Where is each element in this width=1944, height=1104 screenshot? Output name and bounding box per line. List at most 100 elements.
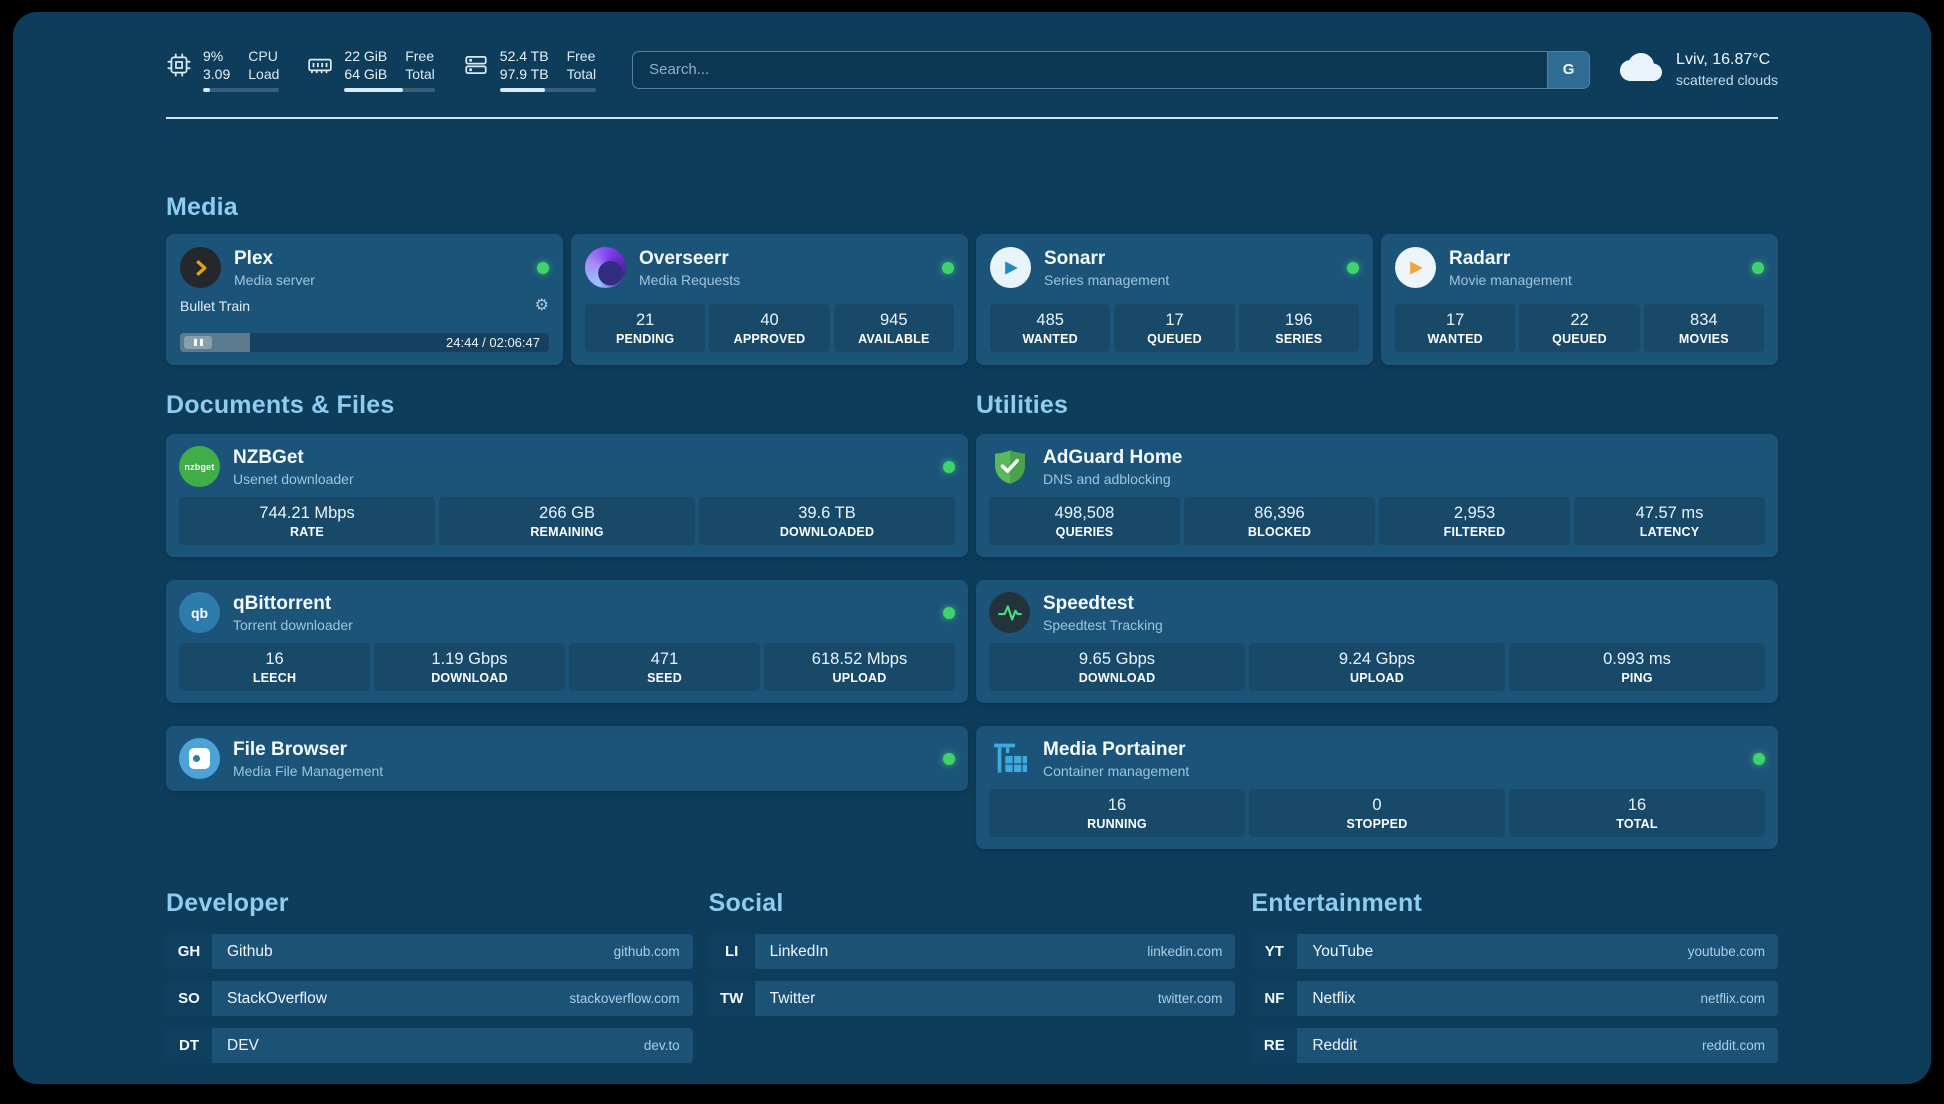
overseerr-icon	[585, 247, 626, 288]
bookmark-youtube[interactable]: YT YouTube youtube.com	[1251, 934, 1778, 969]
bookmark-abbr: GH	[166, 934, 212, 969]
cpu-icon	[166, 48, 192, 78]
stat-value: 9.24 Gbps	[1338, 650, 1416, 668]
speedtest-card[interactable]: Speedtest Speedtest Tracking 9.65 Gbps D…	[976, 580, 1778, 703]
stat-tile: 47.57 ms LATENCY	[1574, 497, 1765, 545]
cloud-icon	[1620, 46, 1663, 93]
stat-label: UPLOAD	[832, 671, 887, 685]
bookmark-name: YouTube	[1312, 942, 1374, 960]
stat-value: 17	[1165, 311, 1184, 329]
stat-value: 498,508	[1054, 504, 1115, 522]
bookmark-name: Github	[227, 942, 273, 960]
overseerr-card[interactable]: Overseerr Media Requests 21 PENDING 40 A…	[571, 234, 968, 365]
service-subtitle: Media Requests	[639, 271, 741, 288]
stat-value: 0.993 ms	[1603, 650, 1671, 668]
bookmark-dev[interactable]: DT DEV dev.to	[166, 1028, 693, 1063]
bookmark-twitter[interactable]: TW Twitter twitter.com	[708, 981, 1236, 1016]
speedtest-icon	[989, 592, 1030, 633]
plex-card[interactable]: Plex Media server Bullet Train ⚙ 24:44 /…	[166, 234, 563, 365]
service-title: AdGuard Home	[1043, 446, 1183, 468]
status-dot	[537, 261, 549, 274]
stat-label: TOTAL	[1616, 817, 1658, 831]
search-input[interactable]	[633, 51, 1548, 88]
qbittorrent-card[interactable]: qb qBittorrent Torrent downloader 16 LEE…	[166, 580, 968, 703]
status-dot	[943, 606, 955, 619]
memory-free-value: 22 GiB	[344, 47, 388, 64]
stat-tile: 1.19 Gbps DOWNLOAD	[374, 643, 565, 691]
status-dot	[943, 460, 955, 473]
stat-tile: 39.6 TB DOWNLOADED	[699, 497, 955, 545]
pause-button[interactable]	[184, 336, 212, 349]
bookmark-linkedin[interactable]: LI LinkedIn linkedin.com	[708, 934, 1236, 969]
stat-value: 47.57 ms	[1635, 504, 1704, 522]
service-title: Plex	[234, 247, 274, 269]
stat-tile: 266 GB REMAINING	[439, 497, 695, 545]
service-title: Media Portainer	[1043, 738, 1186, 760]
stat-label: STOPPED	[1346, 817, 1408, 831]
stat-label: QUEUED	[1552, 332, 1607, 346]
adguard-card[interactable]: AdGuard Home DNS and adblocking 498,508 …	[976, 434, 1778, 557]
stat-tile: 16 TOTAL	[1509, 789, 1765, 837]
stat-label: RUNNING	[1087, 817, 1147, 831]
stat-label: QUEUED	[1147, 332, 1202, 346]
stat-value: 9.65 Gbps	[1078, 650, 1156, 668]
sonarr-card[interactable]: Sonarr Series management 485 WANTED 17 Q…	[976, 234, 1373, 365]
stat-tile: 17 QUEUED	[1114, 304, 1235, 352]
playback-progress[interactable]: 24:44 / 02:06:47	[180, 333, 549, 352]
memory-free-label: Free	[405, 47, 435, 64]
service-title: Sonarr	[1044, 247, 1106, 269]
stat-value: 16	[1627, 796, 1647, 814]
stat-label: APPROVED	[733, 332, 806, 346]
bookmark-abbr: DT	[166, 1028, 212, 1063]
service-subtitle: Movie management	[1449, 271, 1572, 288]
stat-tile: 21 PENDING	[585, 304, 706, 352]
bookmark-reddit[interactable]: RE Reddit reddit.com	[1251, 1028, 1778, 1063]
stat-label: REMAINING	[530, 525, 604, 539]
stat-label: DOWNLOAD	[1078, 671, 1156, 685]
bookmark-domain: stackoverflow.com	[569, 991, 680, 1006]
stat-label: MOVIES	[1678, 332, 1729, 346]
status-dot	[1347, 261, 1359, 274]
disk-total-label: Total	[566, 65, 597, 82]
stat-tile: 834 MOVIES	[1643, 304, 1764, 352]
nzbget-card[interactable]: nzbget NZBGet Usenet downloader 744.21 M…	[166, 434, 968, 557]
stat-label: SEED	[647, 671, 682, 685]
stat-value: 266 GB	[539, 504, 595, 522]
service-title: Overseerr	[639, 247, 729, 269]
stat-value: 0	[1372, 796, 1382, 814]
stat-label: DOWNLOAD	[431, 671, 508, 685]
stat-tile: 0 STOPPED	[1249, 789, 1505, 837]
search-engine-button[interactable]: G	[1547, 51, 1590, 88]
section-heading-social: Social	[708, 889, 784, 917]
radarr-card[interactable]: Radarr Movie management 17 WANTED 22 QUE…	[1381, 234, 1778, 365]
service-subtitle: Container management	[1043, 762, 1190, 779]
stat-value: 21	[635, 311, 655, 329]
stat-value: 834	[1690, 311, 1718, 329]
status-dot	[943, 752, 955, 765]
bookmark-github[interactable]: GH Github github.com	[166, 934, 693, 969]
stat-value: 40	[760, 311, 779, 329]
weather-location-temp: Lviv, 16.87°C	[1676, 51, 1771, 68]
bookmark-name: Netflix	[1312, 989, 1356, 1007]
disk-total-value: 97.9 TB	[499, 65, 549, 82]
filebrowser-card[interactable]: File Browser Media File Management	[166, 726, 968, 791]
memory-widget: 22 GiB Free 64 GiB Total	[307, 47, 435, 92]
stat-value: 1.19 Gbps	[431, 650, 508, 668]
stat-label: FILTERED	[1443, 525, 1506, 539]
service-subtitle: Media File Management	[233, 762, 384, 779]
portainer-card[interactable]: Media Portainer Container management 16 …	[976, 726, 1778, 849]
gear-icon[interactable]: ⚙	[534, 297, 549, 314]
weather-condition: scattered clouds	[1676, 72, 1778, 88]
service-title: qBittorrent	[233, 592, 332, 614]
bookmark-name: Twitter	[769, 989, 816, 1007]
stat-tile: 16 LEECH	[179, 643, 370, 691]
now-playing-title: Bullet Train	[180, 298, 251, 314]
service-subtitle: DNS and adblocking	[1043, 470, 1171, 487]
cpu-progress-bar	[203, 87, 280, 92]
bookmark-stackoverflow[interactable]: SO StackOverflow stackoverflow.com	[166, 981, 693, 1016]
stat-tile: 9.65 Gbps DOWNLOAD	[989, 643, 1245, 691]
bookmark-netflix[interactable]: NF Netflix netflix.com	[1251, 981, 1778, 1016]
bookmark-name: StackOverflow	[227, 989, 327, 1007]
qbittorrent-icon: qb	[179, 592, 220, 633]
